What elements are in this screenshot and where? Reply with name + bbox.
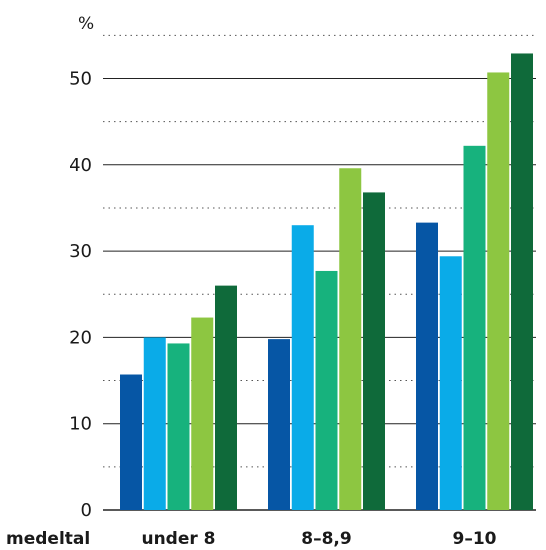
x-category-label: 8–8,9 (301, 529, 351, 549)
y-tick-label: 40 (69, 155, 92, 176)
bar-2-4 (339, 168, 362, 510)
x-category-label: 9–10 (453, 529, 497, 549)
x-axis-labels: under 8 8–8,9 9–10 (141, 529, 496, 549)
bar-3-3 (463, 145, 486, 510)
y-tick-label: 50 (69, 69, 92, 90)
y-axis-ticks: 0 10 20 30 40 50 (69, 69, 92, 522)
x-category-label: under 8 (141, 529, 215, 549)
y-tick-label: 10 (69, 414, 92, 435)
bar-1-1 (120, 374, 142, 510)
bar-1-4 (191, 317, 214, 510)
bars (120, 53, 533, 511)
bar-2-1 (268, 339, 290, 510)
bar-2-5 (363, 192, 385, 510)
y-axis-unit-label: % (78, 14, 94, 34)
bar-2-2 (291, 225, 314, 510)
bar-1-3 (167, 343, 190, 510)
bar-1-2 (143, 337, 166, 510)
bar-3-5 (511, 53, 533, 511)
bar-1-5 (215, 285, 237, 510)
bar-2-3 (315, 270, 338, 510)
y-tick-label: 0 (81, 500, 92, 521)
bar-3-1 (416, 222, 438, 510)
category-row-label: medeltal (6, 529, 90, 549)
bar-3-2 (439, 256, 462, 510)
bar-3-4 (487, 72, 510, 511)
y-tick-label: 30 (69, 241, 92, 262)
y-tick-label: 20 (69, 327, 92, 348)
